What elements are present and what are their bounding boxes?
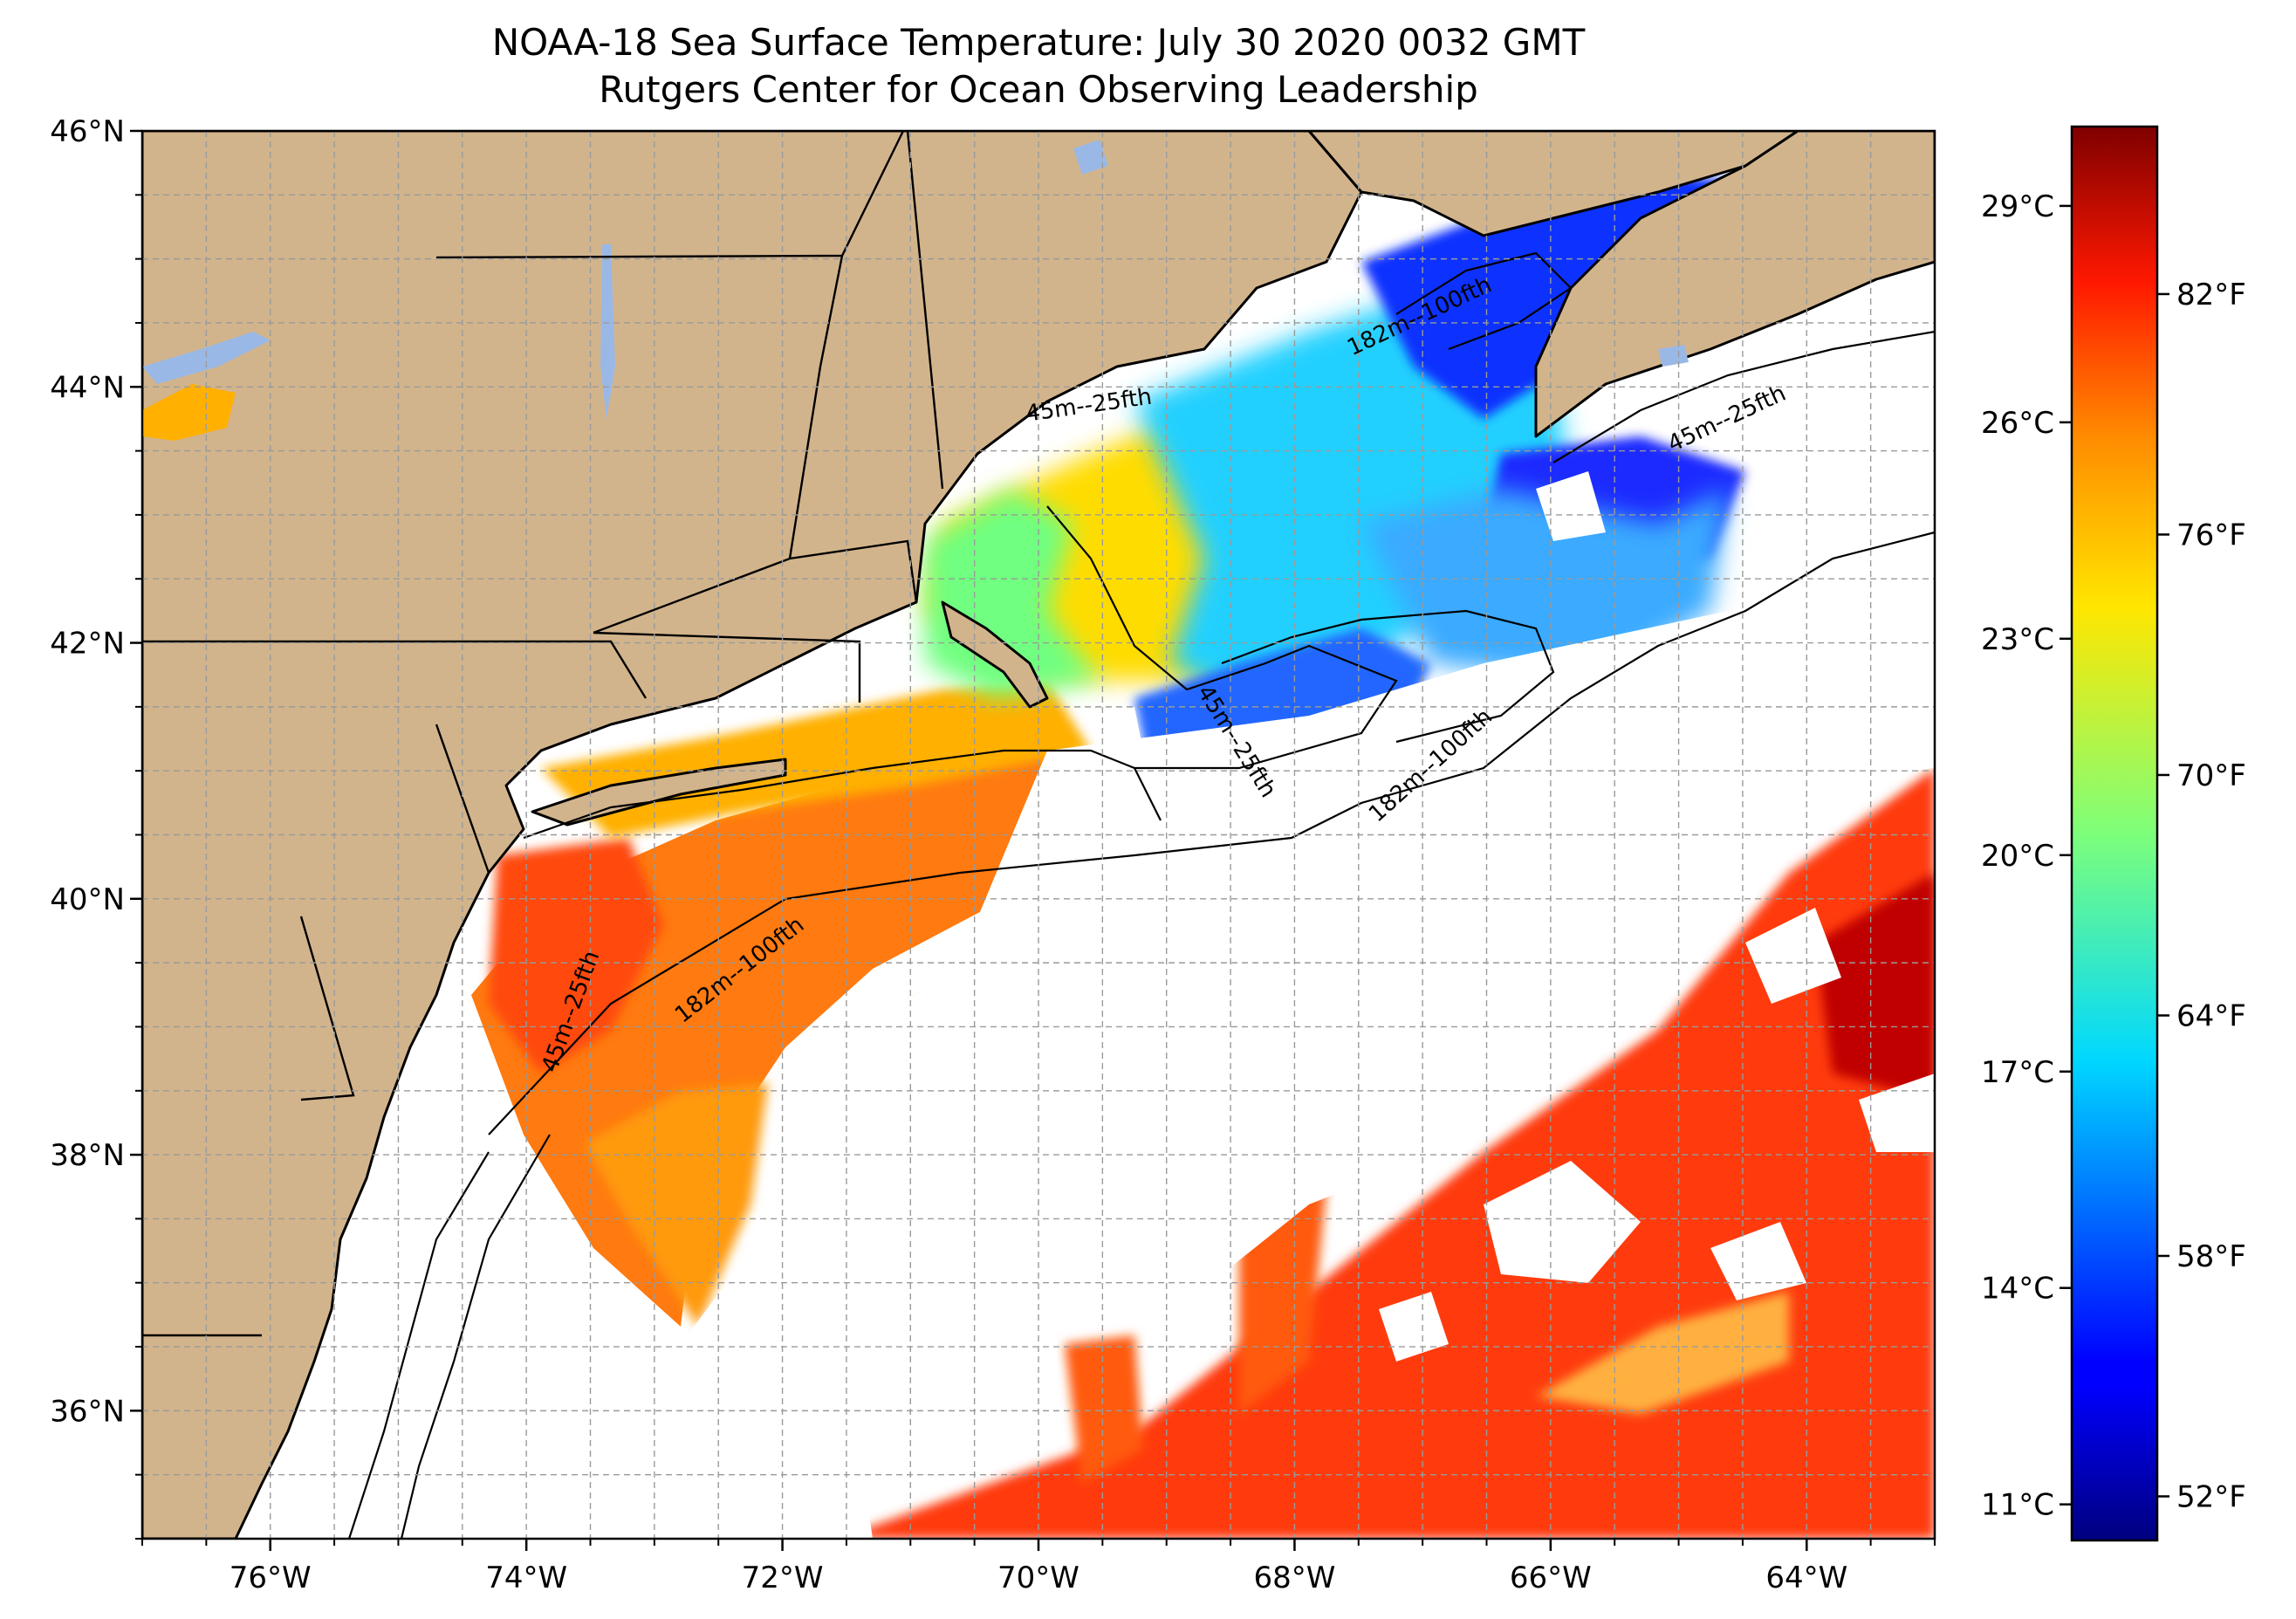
lon-tick-label: 74°W bbox=[485, 1561, 567, 1595]
cloud-patch-2 bbox=[1484, 1161, 1641, 1283]
border-ny-pa bbox=[142, 640, 648, 699]
colorbar-celsius-label: 26°C bbox=[1981, 406, 2054, 441]
colorbar-celsius-label: 23°C bbox=[1981, 622, 2054, 657]
lat-tick-label: 42°N bbox=[50, 627, 125, 662]
map-subtitle: Rutgers Center for Ocean Observing Leade… bbox=[599, 68, 1478, 111]
cloud-south-gap bbox=[681, 1204, 873, 1539]
cloud-patch-7 bbox=[1091, 707, 1143, 751]
border-md-de bbox=[299, 916, 355, 1101]
contour-scotian-shelf bbox=[1552, 330, 1935, 463]
sst-slope-patch-4 bbox=[1239, 1187, 1326, 1414]
colorbar-fahrenheit-label: 82°F bbox=[2176, 278, 2246, 312]
colorbar-celsius-label: 20°C bbox=[1981, 839, 2054, 874]
lat-tick-label: 44°N bbox=[50, 370, 125, 405]
cloud-patch-3 bbox=[1710, 1222, 1806, 1300]
border-nh-me bbox=[906, 131, 944, 490]
lat-tick-label: 36°N bbox=[50, 1394, 125, 1429]
contour-southern-coast bbox=[347, 1151, 490, 1539]
contour-southern-coast-2 bbox=[400, 1134, 551, 1539]
colorbar-celsius-label: 11°C bbox=[1981, 1488, 2054, 1523]
lake-champlain bbox=[600, 244, 615, 419]
lakes bbox=[142, 140, 1689, 419]
colorbar: 11°C 14°C 17°C 20°C 23°C 26°C 29°C 52°F 58°F 64°… bbox=[1981, 125, 2246, 1542]
colorbar-celsius-label: 14°C bbox=[1981, 1272, 2054, 1307]
colorbar-fahrenheit-label: 64°F bbox=[2176, 998, 2246, 1033]
colorbar-fahrenheit-label: 58°F bbox=[2176, 1239, 2246, 1274]
contour-georges-bank bbox=[1221, 609, 1555, 744]
map-plot-area: 45m--25fth182m--100fth45m--25fth45m--25f… bbox=[142, 131, 1935, 1539]
lat-tick-label: 46°N bbox=[50, 114, 125, 149]
colorbar-celsius-label: 29°C bbox=[1981, 189, 2054, 224]
colorbar-frame bbox=[2070, 125, 2159, 1542]
colorbar-fahrenheit-label: 76°F bbox=[2176, 518, 2246, 552]
sst-south-patch bbox=[585, 1082, 768, 1327]
map-title-block: NOAA-18 Sea Surface Temperature: July 30… bbox=[140, 19, 1937, 113]
colorbar-celsius-label: 17°C bbox=[1981, 1055, 2054, 1090]
cloud-patch-1 bbox=[1745, 908, 1841, 1004]
state-borders bbox=[142, 131, 944, 1337]
sst-gulf-stream-hot bbox=[1815, 873, 1935, 1100]
sst-hot-nj-shelf bbox=[489, 838, 663, 1074]
lon-tick-label: 68°W bbox=[1253, 1561, 1335, 1595]
border-ma bbox=[593, 539, 918, 635]
cloud-patch-4 bbox=[1859, 1074, 1935, 1152]
lake-small-1 bbox=[1073, 140, 1108, 175]
gridlines bbox=[142, 131, 1935, 1539]
land-long-island bbox=[531, 758, 787, 827]
lake-sst bbox=[142, 384, 236, 441]
border-ct-ri bbox=[593, 631, 861, 703]
land-new-england-midatlantic bbox=[142, 131, 1363, 1539]
lat-tick-label: 38°N bbox=[50, 1138, 125, 1173]
lon-tick-label: 72°W bbox=[742, 1561, 824, 1595]
contour-gulf-of-maine-basin bbox=[1046, 505, 1398, 770]
latitude-axis: 36°N 38°N 40°N 42°N 44°N 46°N bbox=[50, 114, 142, 1540]
colorbar-gradient bbox=[2072, 127, 2157, 1540]
contour-bay-of-fundy bbox=[1395, 251, 1573, 351]
cloud-patch-5 bbox=[1379, 1292, 1449, 1362]
colorbar-celsius-ticks: 11°C 14°C 17°C 20°C 23°C 26°C 29°C bbox=[1981, 189, 2072, 1523]
lat-tick-label: 40°N bbox=[50, 882, 125, 917]
sst-yellow-streak bbox=[1536, 1292, 1789, 1414]
longitude-axis: 76°W 74°W 72°W 70°W 68°W 66°W 64°W bbox=[141, 1539, 1936, 1595]
contour-45m-atlantic bbox=[523, 749, 1162, 840]
colorbar-fahrenheit-label: 52°F bbox=[2176, 1479, 2246, 1514]
lon-tick-label: 70°W bbox=[997, 1561, 1079, 1595]
lon-tick-label: 66°W bbox=[1510, 1561, 1592, 1595]
border-vt-nh bbox=[788, 255, 844, 559]
border-nj-pa bbox=[435, 724, 490, 943]
sst-slope-patch-3 bbox=[1065, 1335, 1143, 1484]
lake-ontario-sst bbox=[142, 384, 236, 441]
cloud-patch-6 bbox=[1536, 471, 1606, 541]
colorbar-fahrenheit-label: 70°F bbox=[2176, 758, 2246, 793]
colorbar-fahrenheit-ticks: 52°F 58°F 64°F 70°F 76°F 82°F bbox=[2157, 278, 2246, 1514]
cloud-gaps bbox=[681, 471, 1935, 1539]
lake-ontario bbox=[142, 332, 271, 384]
lake-small-2 bbox=[1658, 345, 1689, 367]
lon-tick-label: 76°W bbox=[230, 1561, 312, 1595]
lon-tick-label: 64°W bbox=[1765, 1561, 1847, 1595]
map-title: NOAA-18 Sea Surface Temperature: July 30… bbox=[491, 21, 1586, 64]
